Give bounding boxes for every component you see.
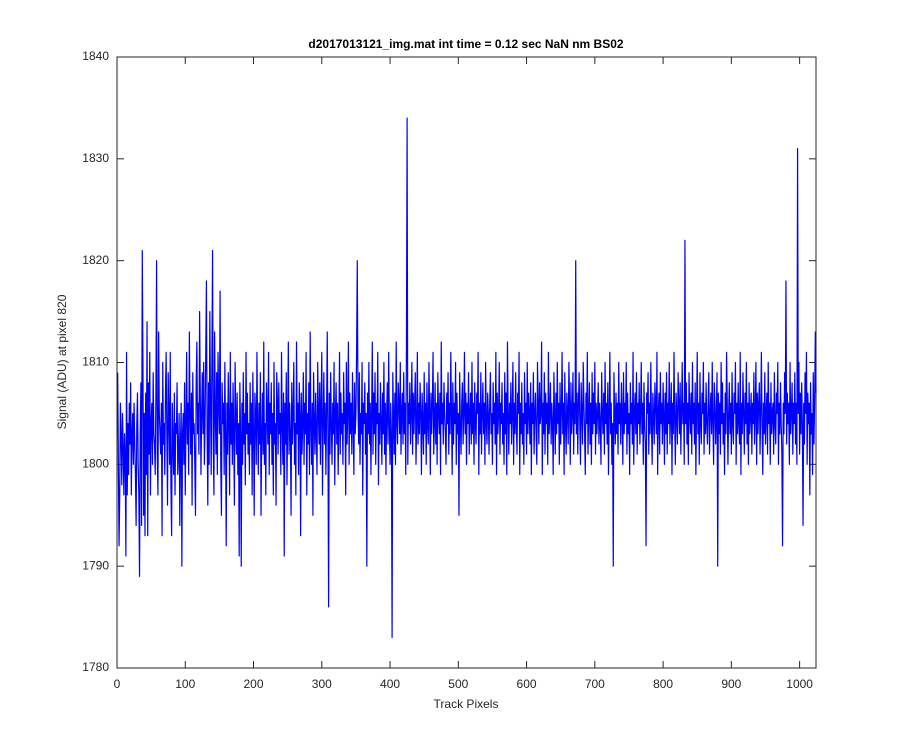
y-tick-label: 1820 (82, 253, 109, 267)
signal-line (117, 117, 817, 639)
x-tick-label: 100 (175, 677, 195, 691)
y-tick-label: 1840 (82, 49, 109, 63)
y-tick-label: 1810 (82, 355, 109, 369)
x-tick-label: 400 (380, 677, 400, 691)
chart-title: d2017013121_img.mat int time = 0.12 sec … (308, 37, 623, 51)
x-tick-label: 800 (653, 677, 673, 691)
x-tick-label: 200 (244, 677, 264, 691)
y-axis-label: Signal (ADU) at pixel 820 (55, 294, 69, 429)
y-tick-label: 1830 (82, 151, 109, 165)
y-tick-label: 1780 (82, 660, 109, 674)
x-tick-label: 300 (312, 677, 332, 691)
x-tick-label: 0 (114, 677, 121, 691)
x-tick-label: 1000 (786, 677, 813, 691)
y-tick-label: 1800 (82, 457, 109, 471)
x-tick-label: 500 (448, 677, 468, 691)
x-tick-label: 900 (721, 677, 741, 691)
y-tick-label: 1790 (82, 558, 109, 572)
x-tick-label: 700 (585, 677, 605, 691)
x-tick-label: 600 (517, 677, 537, 691)
plot-box (116, 56, 817, 669)
x-axis-label: Track Pixels (434, 697, 499, 711)
